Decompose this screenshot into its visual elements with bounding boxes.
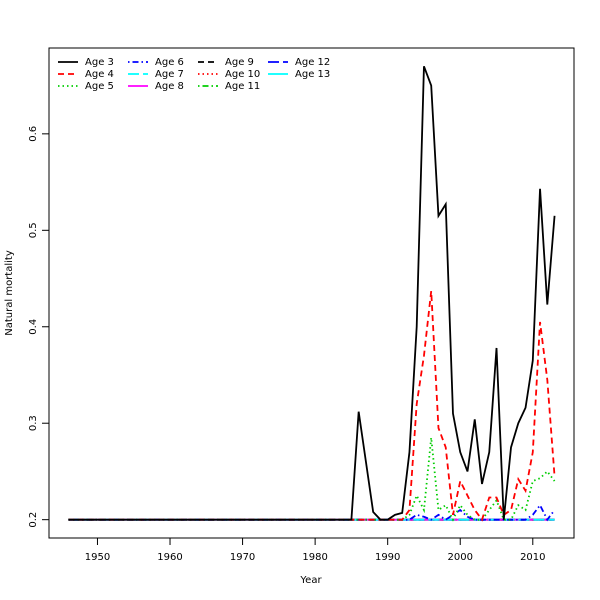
legend-label: Age 5 bbox=[85, 81, 114, 92]
x-tick-label: 1990 bbox=[375, 552, 400, 563]
legend-label: Age 11 bbox=[225, 81, 260, 92]
x-tick-label: 1970 bbox=[230, 552, 255, 563]
legend-label: Age 7 bbox=[155, 69, 184, 80]
plot-frame bbox=[48, 47, 575, 539]
legend-label: Age 12 bbox=[295, 57, 330, 68]
legend-label: Age 4 bbox=[85, 69, 114, 80]
y-tick-label: 0.6 bbox=[28, 126, 39, 142]
series-line bbox=[68, 66, 556, 521]
x-tick-label: 2010 bbox=[520, 552, 545, 563]
legend-label: Age 6 bbox=[155, 57, 184, 68]
legend-label: Age 9 bbox=[225, 57, 254, 68]
legend-label: Age 8 bbox=[155, 81, 184, 92]
x-tick-label: 1980 bbox=[302, 552, 327, 563]
y-tick-label: 0.3 bbox=[28, 415, 39, 431]
x-axis-label: Year bbox=[299, 575, 322, 586]
y-axis-label: Natural mortality bbox=[4, 250, 15, 336]
y-tick-label: 0.4 bbox=[28, 319, 39, 335]
x-tick-label: 1950 bbox=[85, 552, 110, 563]
x-tick-label: 2000 bbox=[448, 552, 473, 563]
x-tick-label: 1960 bbox=[157, 552, 182, 563]
legend-label: Age 10 bbox=[225, 69, 260, 80]
legend-label: Age 13 bbox=[295, 69, 330, 80]
y-tick-label: 0.2 bbox=[28, 512, 39, 528]
legend-label: Age 3 bbox=[85, 57, 114, 68]
y-tick-label: 0.5 bbox=[28, 222, 39, 238]
